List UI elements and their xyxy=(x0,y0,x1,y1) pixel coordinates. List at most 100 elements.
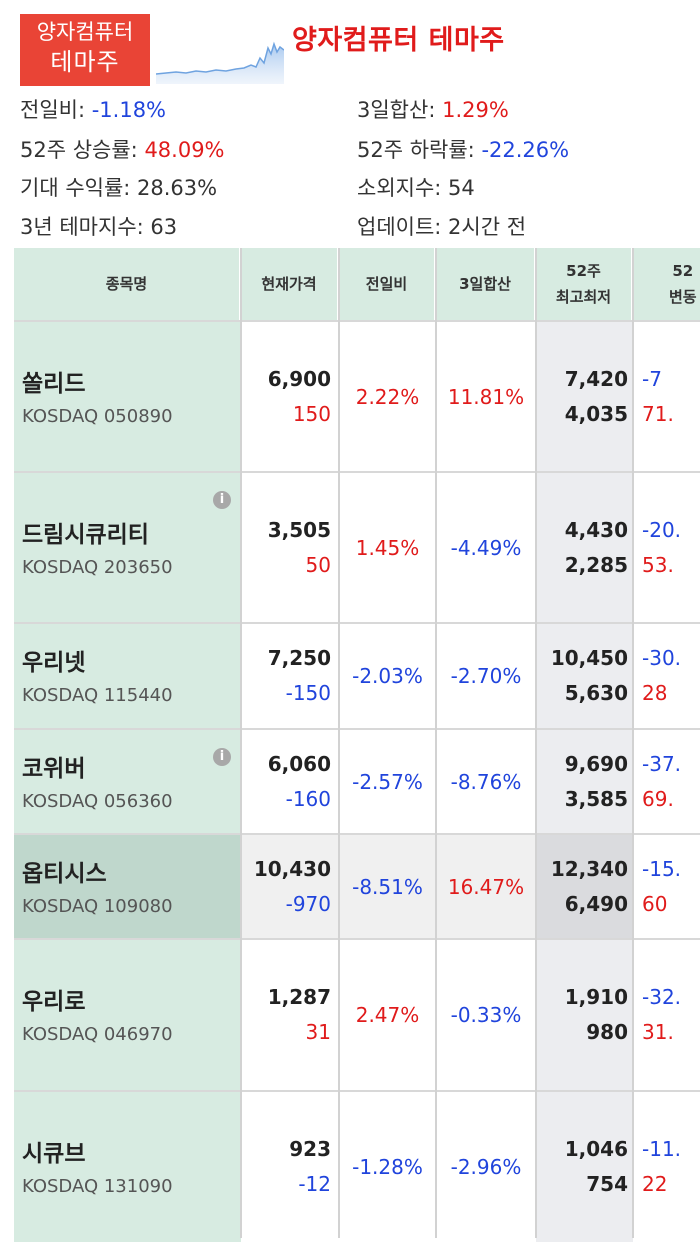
three-day-percent: -2.70% xyxy=(450,664,522,688)
stat-three-year-index: 3년 테마지수: 63 xyxy=(20,212,177,243)
week52-low: 2,285 xyxy=(564,552,628,577)
stock-name[interactable]: 옵티시스 xyxy=(22,860,107,887)
col-header-three-day[interactable]: 3일합산 xyxy=(436,248,536,320)
stock-name[interactable]: 쏠리드 xyxy=(22,370,86,397)
stat-expected-return: 기대 수익률: 28.63% xyxy=(20,173,217,204)
info-circle-icon[interactable]: i xyxy=(213,491,231,509)
range-down: -15. xyxy=(642,856,682,881)
price-change: -150 xyxy=(285,681,331,705)
week52-high: 10,450 xyxy=(550,646,628,670)
range-up: 22 xyxy=(642,1172,668,1196)
range-up: 53. xyxy=(642,552,674,577)
prev-day-percent: -1.28% xyxy=(352,1155,423,1179)
stat-52week-up: 52주 상승률: 48.09% xyxy=(20,135,225,166)
stock-name-cell[interactable] xyxy=(14,730,241,833)
table-row[interactable]: 코위버 KOSDAQ 056360 i 6,060 -160 -2.57% -8.76% 9,… xyxy=(14,728,700,833)
col-header-prev-day[interactable]: 전일비 xyxy=(339,248,436,320)
table-header: 종목명 현재가격 전일비 3일합산 52주 최고최저 52 변동 xyxy=(14,248,700,320)
stock-market-code: KOSDAQ 115440 xyxy=(22,685,173,706)
info-circle-icon[interactable]: i xyxy=(213,748,231,766)
column-divider xyxy=(535,248,537,1238)
column-divider xyxy=(632,248,634,1238)
stock-name[interactable]: 시큐브 xyxy=(22,1141,86,1167)
table-row[interactable]: 우리넷 KOSDAQ 115440 7,250 -150 -2.03% -2.70% 10,… xyxy=(14,622,700,728)
range-up: 71. xyxy=(642,401,674,426)
price-change: -160 xyxy=(285,786,331,811)
table-row[interactable]: 우리로 KOSDAQ 046970 1,287 31 2.47% -0.33% 1,910 9… xyxy=(14,938,700,1090)
column-divider xyxy=(435,248,437,1238)
price-change: 31 xyxy=(305,1020,331,1044)
stock-name-cell[interactable] xyxy=(14,473,241,622)
week52-high: 4,430 xyxy=(564,517,628,542)
prev-day-percent: -2.57% xyxy=(352,769,423,794)
current-price: 3,505 xyxy=(267,517,331,542)
stat-value: -22.26% xyxy=(481,138,570,162)
high-low-cell xyxy=(536,473,633,622)
stock-market-code: KOSDAQ 109080 xyxy=(22,895,173,917)
stock-name[interactable]: 드림시큐리티 xyxy=(22,521,149,548)
stat-value: 48.09% xyxy=(144,138,225,162)
table-row[interactable]: 드림시큐리티 KOSDAQ 203650 i 3,505 50 1.45% -4.49% 4,… xyxy=(14,471,700,622)
stat-label: 기대 수익률: xyxy=(20,176,138,200)
row-values-bg xyxy=(241,835,536,938)
price-change: -12 xyxy=(298,1172,331,1196)
three-day-percent: -4.49% xyxy=(450,535,522,560)
col-header-price[interactable]: 현재가격 xyxy=(241,248,339,320)
table-row[interactable]: 쏠리드 KOSDAQ 050890 6,900 150 2.22% 11.81% 7,420… xyxy=(14,320,700,471)
range-down: -11. xyxy=(642,1137,682,1161)
stock-market-code: KOSDAQ 056360 xyxy=(22,790,173,812)
high-low-cell xyxy=(536,730,633,833)
col-header-name[interactable]: 종목명 xyxy=(14,248,241,320)
sparkline-chart-icon xyxy=(156,41,284,84)
col-header-52week[interactable]: 52주 최고최저 xyxy=(536,248,633,320)
stat-label: 52주 상승률: xyxy=(20,138,145,162)
price-change: 50 xyxy=(305,552,331,577)
stat-label: 52주 하락률: xyxy=(357,138,482,162)
week52-low: 5,630 xyxy=(564,681,628,705)
stat-value: 1.29% xyxy=(442,98,509,122)
stat-value: 28.63% xyxy=(137,176,218,200)
range-down: -30. xyxy=(642,646,682,670)
stock-table: 종목명 현재가격 전일비 3일합산 52주 최고최저 52 변동 쏠리드 KOSDAQ… xyxy=(14,248,700,1242)
table-row[interactable]: 옵티시스 KOSDAQ 109080 10,430 -970 -8.51% 16.47% 1… xyxy=(14,833,700,938)
stock-market-code: KOSDAQ 050890 xyxy=(22,405,173,427)
stat-prev-day: 전일비: -1.18% xyxy=(20,95,166,126)
range-up: 60 xyxy=(642,891,668,916)
stock-market-code: KOSDAQ 203650 xyxy=(22,556,173,578)
high-low-cell xyxy=(536,322,633,471)
stat-label: 소외지수: xyxy=(357,176,449,200)
range-up: 28 xyxy=(642,681,668,705)
column-divider xyxy=(338,248,340,1238)
stock-name[interactable]: 우리넷 xyxy=(22,650,86,676)
week52-high: 7,420 xyxy=(564,366,628,391)
price-change: 150 xyxy=(292,401,331,426)
stat-label: 3일합산: xyxy=(357,98,443,122)
column-divider xyxy=(240,248,242,1238)
stock-name[interactable]: 코위버 xyxy=(22,755,86,782)
price-change: -970 xyxy=(285,891,331,916)
prev-day-percent: -2.03% xyxy=(352,664,423,688)
stock-name-cell[interactable] xyxy=(14,835,241,938)
prev-day-percent: 2.22% xyxy=(355,384,420,409)
stock-name-cell[interactable] xyxy=(14,1092,241,1242)
range-down: -32. xyxy=(642,985,682,1009)
week52-low: 6,490 xyxy=(564,891,628,916)
prev-day-percent: 1.45% xyxy=(355,535,420,560)
table-row[interactable]: 시큐브 KOSDAQ 131090 923 -12 -1.28% -2.96% 1,046 7… xyxy=(14,1090,700,1242)
stock-name[interactable]: 우리로 xyxy=(22,989,86,1015)
range-up: 31. xyxy=(642,1020,674,1044)
stock-name-cell[interactable] xyxy=(14,322,241,471)
stat-value: 63 xyxy=(150,215,178,239)
stat-neglect-index: 소외지수: 54 xyxy=(357,173,475,204)
week52-low: 980 xyxy=(586,1020,628,1044)
week52-high: 1,046 xyxy=(564,1137,628,1161)
stock-market-code: KOSDAQ 131090 xyxy=(22,1176,173,1197)
col-header-range[interactable]: 52 변동 xyxy=(633,248,700,320)
current-price: 1,287 xyxy=(267,985,331,1009)
stock-name-cell[interactable] xyxy=(14,940,241,1090)
range-up: 69. xyxy=(642,786,674,811)
three-day-percent: -2.96% xyxy=(450,1155,522,1179)
badge-line-2: 테마주 xyxy=(50,48,120,76)
range-down: -37. xyxy=(642,751,682,776)
stock-name-cell[interactable] xyxy=(14,624,241,728)
